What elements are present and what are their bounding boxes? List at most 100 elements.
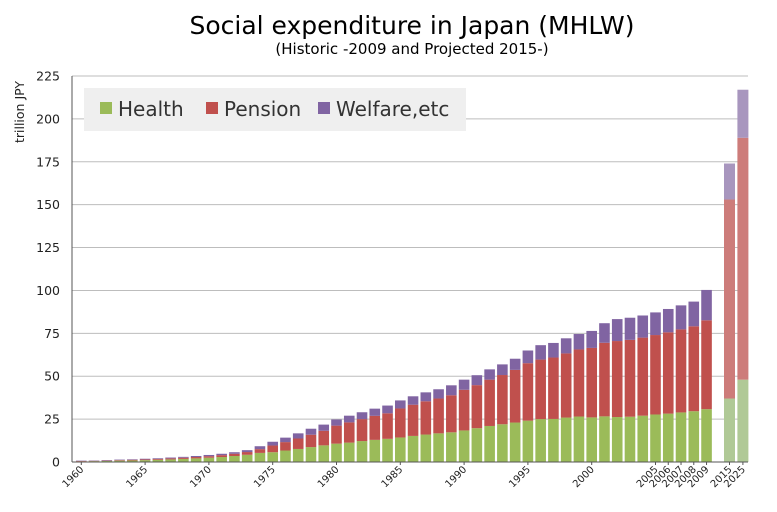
bar-pension-1967: [165, 458, 176, 460]
bar-welfare-etc-1996: [535, 345, 546, 360]
bar-welfare-etc-1967: [165, 457, 176, 459]
y-tick-label: 25: [44, 412, 60, 427]
bar-pension-1985: [395, 408, 406, 438]
bar-welfare-etc-1977: [292, 433, 304, 439]
bar-health-2015: [724, 398, 735, 462]
bar-health-1997: [548, 418, 559, 462]
bar-pension-2003: [624, 339, 636, 417]
bar-health-1973: [241, 454, 253, 462]
x-tick-label: 1995: [507, 464, 533, 490]
bar-welfare-etc-1973: [241, 450, 253, 453]
bar-welfare-etc-2003: [624, 317, 636, 340]
bar-health-1964: [127, 460, 138, 462]
bar-welfare-etc-1980: [331, 419, 342, 426]
bar-pension-1972: [229, 453, 240, 456]
bar-health-1978: [305, 447, 317, 462]
x-tick-label: 1985: [380, 464, 406, 490]
bar-pension-1997: [548, 357, 559, 419]
bar-health-2002: [611, 417, 623, 462]
bar-pension-1973: [241, 452, 253, 455]
x-tick-label: 1980: [316, 464, 342, 490]
bar-health-1996: [535, 419, 546, 462]
bar-welfare-etc-1991: [471, 375, 483, 386]
x-axis-ticks: 1960 1965 1970 1975 1980 1985 1990 1995 2000 2005…: [61, 462, 748, 490]
bar-welfare-etc-1985: [395, 400, 406, 409]
bar-welfare-etc-1988: [433, 389, 444, 399]
legend: Health Pension Welfare,etc: [84, 88, 466, 131]
bar-pension-1992: [484, 379, 495, 426]
bar-pension-1965: [139, 459, 151, 461]
bar-welfare-etc-2025: [737, 89, 749, 138]
bar-health-1963: [114, 460, 125, 462]
chart-subtitle: (Historic -2009 and Projected 2015-): [275, 40, 548, 58]
bar-welfare-etc-1987: [420, 392, 432, 402]
bar-pension-1979: [318, 430, 330, 446]
bar-pension-1970: [203, 456, 215, 458]
y-tick-label: 75: [44, 326, 60, 341]
bar-welfare-etc-1972: [229, 452, 240, 454]
bar-health-1989: [446, 432, 457, 462]
bar-welfare-etc-1976: [280, 437, 291, 443]
x-tick-label: 2000: [571, 464, 597, 490]
bar-pension-2005: [650, 335, 661, 415]
bar-health-1975: [267, 452, 278, 462]
bar-health-2007: [675, 412, 687, 462]
y-tick-label: 175: [36, 154, 60, 169]
bar-health-1979: [318, 445, 330, 462]
bar-welfare-etc-2009: [701, 289, 712, 321]
bar-welfare-etc-1971: [216, 453, 227, 456]
legend-label-welfare-etc: Welfare,etc: [336, 97, 449, 121]
bar-welfare-etc-1979: [318, 424, 330, 431]
bar-health-1987: [420, 434, 432, 462]
bar-health-1984: [382, 438, 393, 462]
bar-welfare-etc-2000: [586, 330, 597, 348]
bar-pension-1966: [152, 458, 164, 460]
legend-label-pension: Pension: [224, 97, 301, 121]
bar-pension-1988: [433, 398, 444, 434]
bar-welfare-etc-2006: [662, 308, 674, 333]
y-axis-label: trillion JPY: [12, 81, 27, 143]
x-tick-label: 1970: [188, 464, 214, 490]
bar-health-1969: [190, 458, 202, 462]
bar-health-2008: [688, 411, 700, 462]
x-tick-label: 1990: [443, 464, 469, 490]
bar-health-1995: [522, 420, 534, 462]
bar-pension-1971: [216, 455, 227, 458]
bar-welfare-etc-1974: [254, 446, 266, 450]
bar-welfare-etc-2005: [650, 312, 661, 336]
bar-health-1982: [356, 441, 368, 462]
bar-pension-1969: [190, 457, 202, 459]
bar-welfare-etc-1970: [203, 454, 215, 457]
bar-welfare-etc-1986: [407, 396, 419, 405]
bar-welfare-etc-1969: [190, 455, 202, 458]
bar-pension-1975: [267, 445, 278, 453]
bar-pension-2001: [599, 342, 610, 417]
bar-health-1980: [331, 443, 342, 462]
bar-health-2025: [737, 379, 749, 462]
bar-welfare-etc-1998: [560, 338, 572, 354]
bar-welfare-etc-1965: [139, 458, 151, 460]
x-tick-label: 1975: [252, 464, 278, 490]
bar-welfare-etc-1997: [548, 342, 559, 358]
bar-health-1972: [229, 455, 240, 462]
legend-background: [84, 88, 466, 131]
bar-health-1974: [254, 452, 266, 462]
bar-health-1965: [139, 460, 151, 462]
bar-welfare-etc-1964: [127, 459, 138, 460]
bar-health-2006: [662, 413, 674, 462]
bar-health-2001: [599, 416, 610, 462]
bar-pension-1989: [446, 395, 457, 433]
y-tick-label: 100: [36, 283, 60, 298]
bar-pension-2015: [724, 199, 735, 399]
bar-welfare-etc-2002: [611, 319, 623, 342]
bar-health-1999: [573, 416, 585, 462]
bar-welfare-etc-1993: [497, 364, 508, 376]
bar-health-1990: [458, 430, 470, 462]
bar-health-1994: [509, 422, 521, 462]
bar-pension-1981: [343, 422, 355, 443]
bar-welfare-etc-1999: [573, 334, 585, 350]
bar-pension-1974: [254, 449, 266, 453]
bar-pension-2004: [637, 337, 649, 416]
bar-pension-1982: [356, 419, 368, 442]
bar-welfare-etc-1966: [152, 458, 164, 459]
